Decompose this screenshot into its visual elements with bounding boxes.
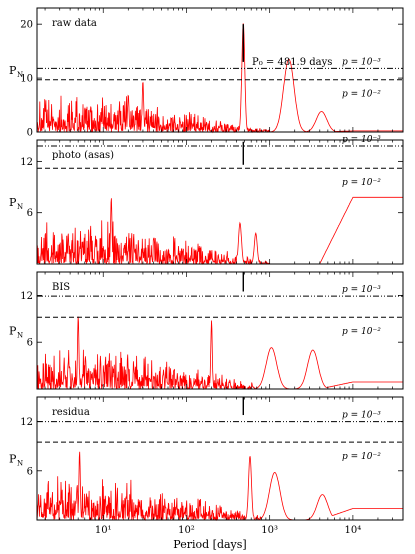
panel-label: residua: [52, 407, 90, 418]
y-tick-label: 12: [20, 417, 33, 428]
y-tick-label: 10: [20, 74, 33, 85]
periodogram-line: [36, 23, 403, 134]
panel-1: 0 10 20 raw data p = 10⁻³ p = 10⁻² P N P₀ = 481.…: [9, 7, 404, 139]
panel-2: 6 12 photo (asas) p = 10⁻³ p = 10⁻² P N: [9, 135, 404, 266]
y-axis-label-sub: N: [17, 332, 23, 340]
fap-0.001-label: p = 10⁻³: [342, 411, 381, 421]
fap-0.001-label: p = 10⁻³: [342, 135, 381, 145]
panel-label: BIS: [52, 282, 70, 293]
panel-frame: [36, 7, 404, 133]
fap-0.001-label: p = 10⁻³: [342, 57, 381, 67]
y-tick-label: 6: [27, 466, 33, 477]
panel-frame: [36, 396, 404, 521]
panel-4: 6 12 residua p = 10⁻³ p = 10⁻² P N 10¹ 10² 10³ 10⁴: [9, 396, 404, 536]
x-tick-label: 10⁴: [345, 525, 362, 536]
panel-3: 6 12 BIS p = 10⁻³ p = 10⁻² P N: [9, 271, 404, 391]
x-axis-label: Period [days]: [173, 538, 246, 551]
panel-label: photo (asas): [52, 150, 114, 161]
y-tick-label: 6: [27, 338, 33, 349]
periodogram-line: [37, 316, 403, 391]
y-tick-label: 0: [27, 128, 33, 139]
fap-0.01-label: p = 10⁻²: [342, 90, 381, 100]
fap-0.001-label: p = 10⁻³: [342, 285, 381, 295]
y-tick-label: 20: [20, 20, 33, 31]
x-tick-label: 10³: [261, 525, 278, 536]
periodogram-line: [36, 196, 403, 266]
y-tick-label: 6: [27, 208, 33, 219]
y-tick-label: 12: [20, 157, 33, 168]
fap-0.01-label: p = 10⁻²: [342, 452, 381, 462]
x-tick-label: 10²: [178, 525, 195, 536]
period-annotation: P₀ = 481.9 days: [252, 57, 332, 68]
y-axis-label: P: [9, 453, 17, 466]
y-axis-label-sub: N: [17, 460, 23, 468]
panel-frame: [36, 271, 404, 390]
y-tick-label: 12: [20, 291, 33, 302]
fap-0.01-label: p = 10⁻²: [342, 178, 381, 188]
y-axis-label-sub: N: [17, 71, 23, 79]
panel-frame: [36, 139, 404, 265]
panel-label: raw data: [52, 18, 97, 29]
periodogram-line: [36, 451, 403, 522]
y-axis-label-sub: N: [17, 203, 23, 211]
x-tick-label: 10¹: [95, 525, 112, 536]
y-axis-label: P: [9, 64, 17, 77]
fap-0.01-label: p = 10⁻²: [342, 327, 381, 337]
y-axis-label: P: [9, 196, 17, 209]
y-axis-label: P: [9, 325, 17, 338]
